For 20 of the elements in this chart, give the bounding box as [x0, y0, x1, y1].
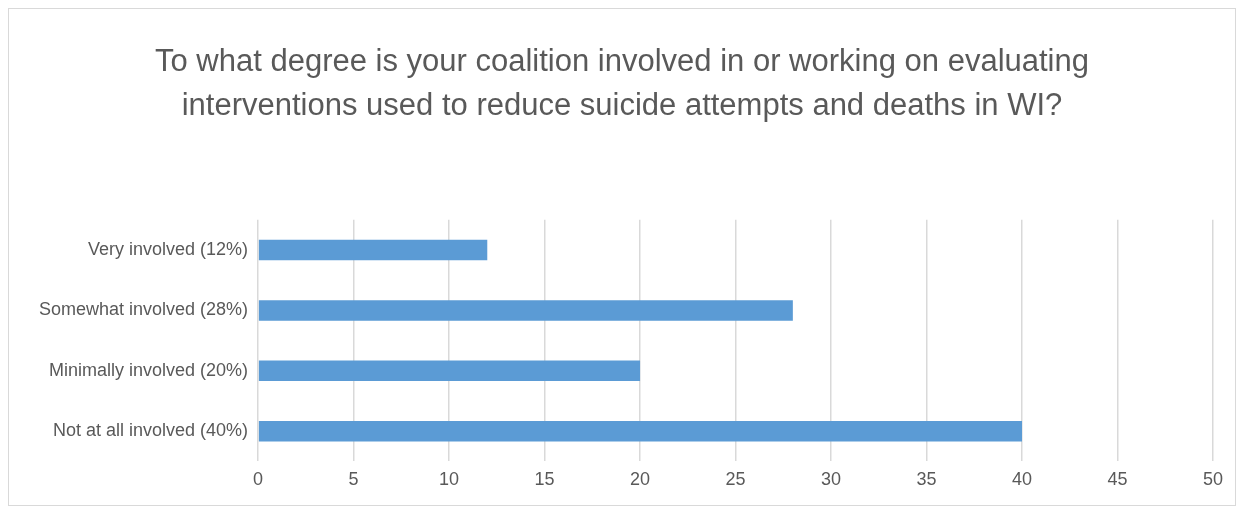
y-tick-label: Minimally involved (20%)	[49, 359, 249, 380]
x-tick-label: 40	[1012, 469, 1033, 490]
x-tick-label: 25	[725, 469, 746, 490]
bar	[258, 420, 1023, 442]
x-tick-label: 15	[534, 469, 555, 490]
x-tick-label: 30	[821, 469, 842, 490]
x-tick-label: 50	[1202, 469, 1224, 490]
x-tick-label: 45	[1107, 469, 1128, 490]
bar	[258, 239, 488, 261]
chart-title: To what degree is your coalition involved in or working on evaluating interventions used to reduce suicide attempts and deaths in WI?	[154, 42, 1090, 124]
x-tick-label: 0	[253, 469, 264, 490]
bar	[258, 300, 793, 321]
x-tick-label: 35	[916, 469, 937, 490]
x-tick-label: 10	[439, 469, 460, 490]
y-tick-label: Somewhat involved (28%)	[38, 299, 249, 320]
y-tick-label: Very involved (12%)	[88, 238, 249, 259]
x-tick-label: 20	[630, 469, 651, 490]
x-tick-label: 5	[348, 469, 359, 490]
bar	[258, 360, 641, 382]
y-tick-label: Not at all involved (40%)	[53, 420, 249, 441]
